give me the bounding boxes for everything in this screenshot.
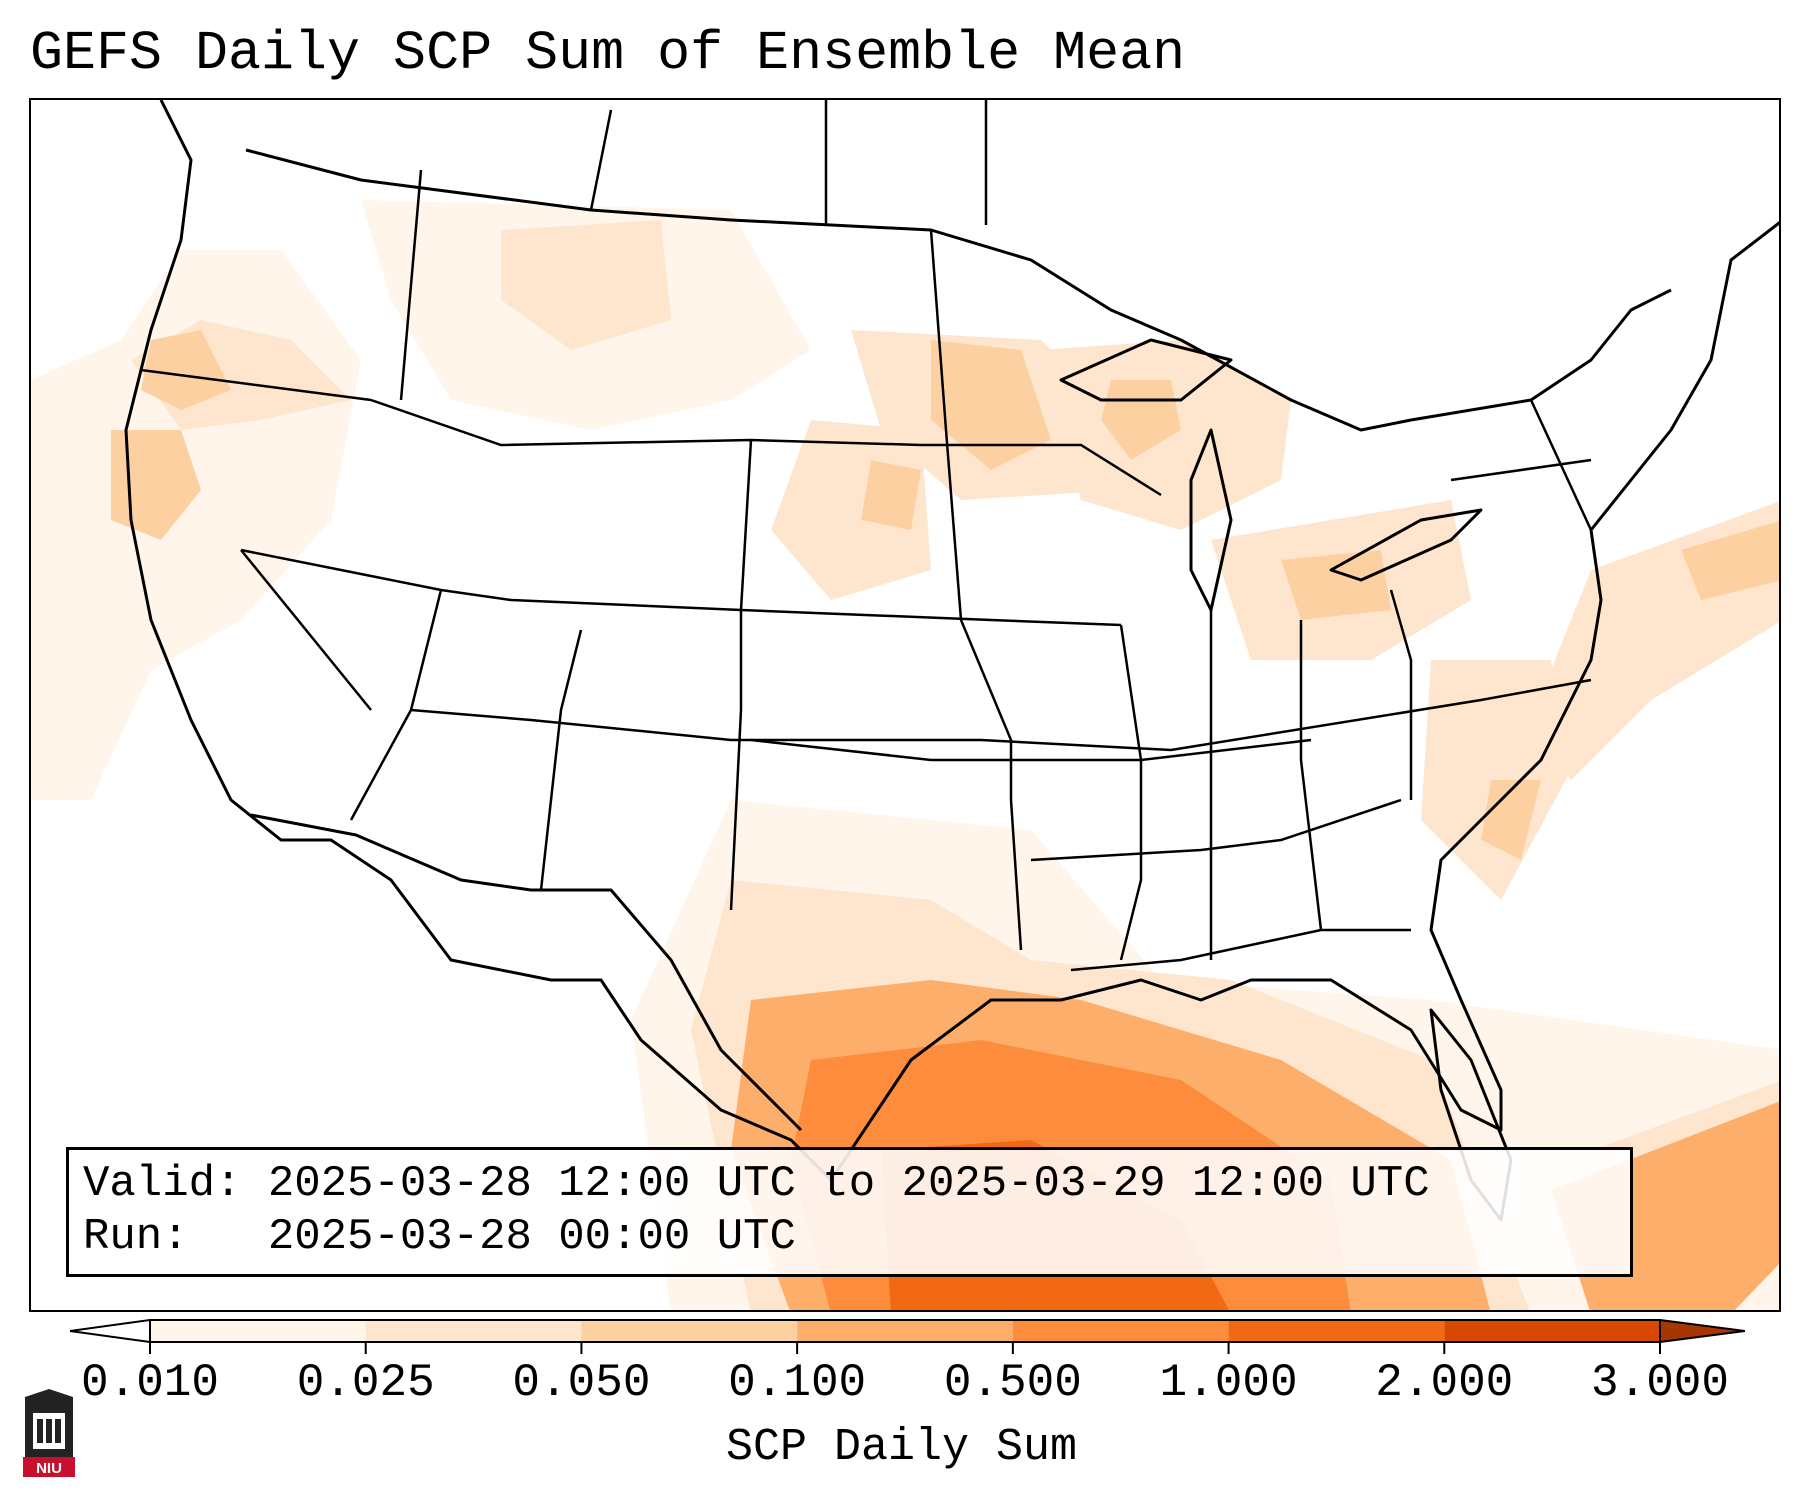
mexico-border [250, 813, 803, 1132]
run-line: Run: 2025-03-28 00:00 UTC [83, 1212, 796, 1262]
map-panel [29, 98, 1781, 1312]
logo-text: NIU [36, 1460, 62, 1477]
state-line [1529, 399, 1593, 531]
colorbar-segment [1228, 1320, 1445, 1342]
state-line [929, 229, 1023, 951]
canada-border [245, 148, 1672, 432]
colorbar-tick-label: 0.500 [943, 1357, 1082, 1409]
shade-nebraska-core [861, 460, 921, 530]
state-line [1119, 624, 1143, 961]
colorbar-label: SCP Daily Sum [725, 1422, 1078, 1473]
shade-minnesota-core [931, 340, 1051, 470]
niu-logo: NIU [23, 1389, 75, 1477]
state-line [1389, 589, 1413, 800]
state-line [539, 629, 583, 891]
state-line [1299, 620, 1323, 931]
state-line [750, 738, 1312, 762]
map-outlines [124, 100, 1779, 1222]
map-title: GEFS Daily SCP Sum of Ensemble Mean [30, 22, 1186, 85]
state-line [240, 549, 372, 711]
state-line [729, 610, 743, 911]
lake-erie-ontario [1329, 508, 1483, 582]
state-line [739, 439, 753, 611]
valid-line: Valid: 2025-03-28 12:00 UTC to 2025-03-2… [83, 1159, 1430, 1209]
colorbar-segment [365, 1320, 582, 1342]
colorbar-segment [797, 1320, 1013, 1342]
state-lines [140, 100, 1593, 972]
shade-nw-california [111, 430, 201, 540]
colorbar-tick-label: 1.000 [1159, 1357, 1298, 1409]
colorbar-tick-label: 2.000 [1375, 1357, 1514, 1409]
shade-kentucky [1281, 550, 1391, 620]
state-line [370, 398, 1162, 497]
us-coastline [124, 100, 1779, 1182]
colorbar-segment [1012, 1320, 1229, 1342]
shade-carolinas-core [1481, 780, 1541, 860]
shade-oregon-core [141, 330, 231, 410]
state-line [349, 589, 443, 821]
colorbar-extend-high [1659, 1318, 1745, 1344]
colorbar-segment [581, 1320, 798, 1342]
lake-michigan [1189, 428, 1233, 612]
shade-atlantic-core [1681, 521, 1779, 600]
colorbar-segment [1444, 1320, 1660, 1342]
colorbar-tick-label: 0.100 [728, 1357, 867, 1409]
state-line [1070, 928, 1411, 972]
lake-superior [1059, 338, 1233, 402]
colorbar-outline [149, 1319, 1661, 1343]
state-line [140, 368, 372, 402]
state-line [399, 169, 423, 401]
shade-montana-mid [501, 220, 671, 350]
state-line [240, 548, 1122, 627]
colorbar-segment [150, 1320, 366, 1342]
state-line [589, 109, 613, 211]
colorbar-tick-label: 0.010 [80, 1357, 220, 1409]
colorbar-tick-label: 0.025 [296, 1357, 435, 1409]
colorbar [70, 1318, 1745, 1354]
colorbar-tick-label: 3.000 [1590, 1357, 1730, 1409]
map-canvas [31, 100, 1779, 1310]
colorbar-tick-label: 0.050 [512, 1357, 651, 1409]
valid-run-box: Valid: 2025-03-28 12:00 UTC to 2025-03-2… [66, 1147, 1633, 1277]
state-line [410, 678, 1592, 752]
colorbar-extend-low [70, 1318, 151, 1344]
state-line [1450, 458, 1592, 482]
state-line [1030, 798, 1402, 862]
